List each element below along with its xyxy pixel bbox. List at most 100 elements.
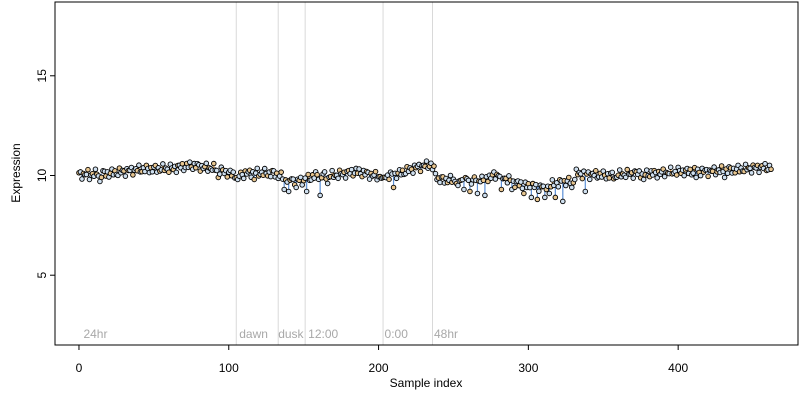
- y-axis: 5 10 15: [35, 69, 55, 279]
- data-point: [521, 190, 527, 197]
- y-tick-label: 5: [35, 272, 49, 279]
- data-point: [437, 179, 443, 186]
- data-point: [281, 186, 287, 193]
- data-point: [136, 162, 142, 168]
- data-point: [92, 166, 99, 172]
- data-point: [467, 188, 473, 195]
- data-point: [79, 176, 85, 182]
- data-point: [630, 175, 636, 181]
- y-tick-label: 15: [35, 69, 49, 83]
- x-tick-label: 400: [668, 361, 688, 375]
- phase-label: 24hr: [83, 327, 107, 341]
- data-point: [149, 169, 156, 175]
- data-point: [587, 176, 593, 183]
- data-point: [431, 163, 437, 169]
- x-tick-label: 300: [518, 361, 538, 375]
- phase-label: 12:00: [308, 327, 338, 341]
- data-point: [290, 176, 296, 182]
- data-point: [187, 159, 193, 165]
- data-point: [251, 176, 257, 183]
- data-point: [582, 188, 589, 195]
- x-tick-label: 100: [219, 361, 239, 375]
- data-point: [563, 182, 569, 189]
- plot-frame: [54, 1, 799, 346]
- data-point: [166, 169, 172, 175]
- data-point: [267, 173, 274, 180]
- x-tick-label: 200: [369, 361, 389, 375]
- data-point: [533, 181, 539, 188]
- data-point: [342, 175, 349, 181]
- data-point: [203, 160, 210, 167]
- data-point: [324, 180, 331, 187]
- data-point: [240, 175, 247, 182]
- data-point: [217, 171, 223, 177]
- data-point: [572, 176, 578, 183]
- data-point: [560, 198, 566, 205]
- data-point: [432, 170, 439, 177]
- data-point: [542, 194, 548, 201]
- data-point: [756, 169, 762, 176]
- data-point: [549, 177, 556, 183]
- data-point: [329, 167, 335, 174]
- phase-labels: 24hr dawn dusk 12:00 0:00 48hr: [83, 327, 458, 341]
- data-point: [293, 184, 299, 191]
- data-point: [393, 175, 400, 182]
- data-point: [711, 164, 717, 170]
- data-point: [622, 174, 629, 181]
- data-point: [512, 184, 518, 191]
- data-point: [555, 184, 562, 190]
- data-point: [673, 172, 680, 178]
- data-point: [616, 167, 623, 173]
- data-point: [303, 188, 310, 195]
- data-point: [474, 190, 481, 197]
- phase-label: 48hr: [434, 327, 458, 341]
- data-point: [417, 168, 424, 175]
- data-point: [314, 171, 320, 178]
- data-point: [386, 176, 392, 183]
- data-point: [546, 190, 553, 197]
- data-point: [579, 175, 586, 182]
- data-point: [748, 170, 755, 176]
- data-point: [423, 158, 430, 164]
- data-point: [447, 172, 454, 179]
- phase-label: dusk: [278, 327, 304, 341]
- data-point: [697, 172, 704, 179]
- y-tick-label: 10: [35, 169, 49, 183]
- x-axis: 0 100 200 300 400: [76, 345, 688, 375]
- data-point: [566, 174, 572, 181]
- data-point: [527, 184, 533, 191]
- data-point: [173, 169, 180, 176]
- data-point: [681, 172, 687, 179]
- data-point: [305, 171, 311, 178]
- data-point: [321, 169, 328, 175]
- data-point: [160, 161, 166, 167]
- data-point: [372, 168, 379, 175]
- data-points: [76, 158, 774, 205]
- data-point: [335, 175, 341, 182]
- data-point: [573, 166, 580, 172]
- data-point: [687, 166, 693, 173]
- data-point: [461, 186, 467, 193]
- data-point: [390, 184, 397, 191]
- phase-label: dawn: [239, 327, 268, 341]
- data-point: [718, 163, 725, 169]
- phase-lines: [235, 2, 433, 345]
- data-point: [85, 166, 91, 173]
- data-point: [705, 173, 711, 180]
- data-point: [654, 175, 660, 181]
- data-point: [285, 188, 292, 195]
- data-point: [410, 170, 416, 176]
- data-point: [762, 160, 768, 167]
- data-point: [261, 165, 268, 172]
- data-point: [98, 174, 105, 181]
- data-point: [214, 167, 220, 174]
- data-point: [130, 172, 136, 178]
- data-point: [211, 160, 217, 167]
- data-point: [83, 171, 90, 178]
- data-point: [254, 165, 260, 172]
- data-point: [569, 184, 575, 191]
- data-point: [667, 164, 674, 170]
- data-point: [224, 174, 231, 180]
- data-point: [643, 167, 650, 173]
- data-point: [768, 166, 774, 173]
